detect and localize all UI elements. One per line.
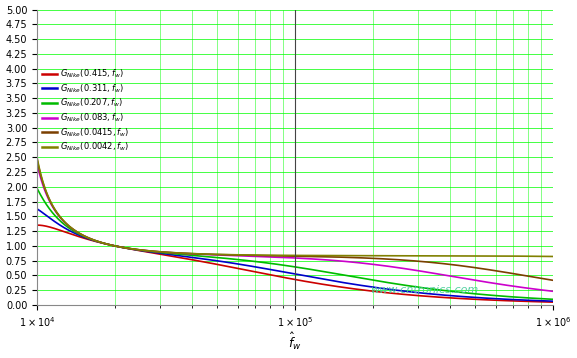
Legend: $G_{Nlke}(0.415, f_w)$, $G_{Nlke}(0.311, f_w)$, $G_{Nlke}(0.207, f_w)$, $G_{Nlke: $G_{Nlke}(0.415, f_w)$, $G_{Nlke}(0.311,… bbox=[41, 67, 130, 154]
X-axis label: $\hat{f}_w$: $\hat{f}_w$ bbox=[288, 331, 302, 352]
Text: www.cntronics.com: www.cntronics.com bbox=[370, 285, 478, 295]
